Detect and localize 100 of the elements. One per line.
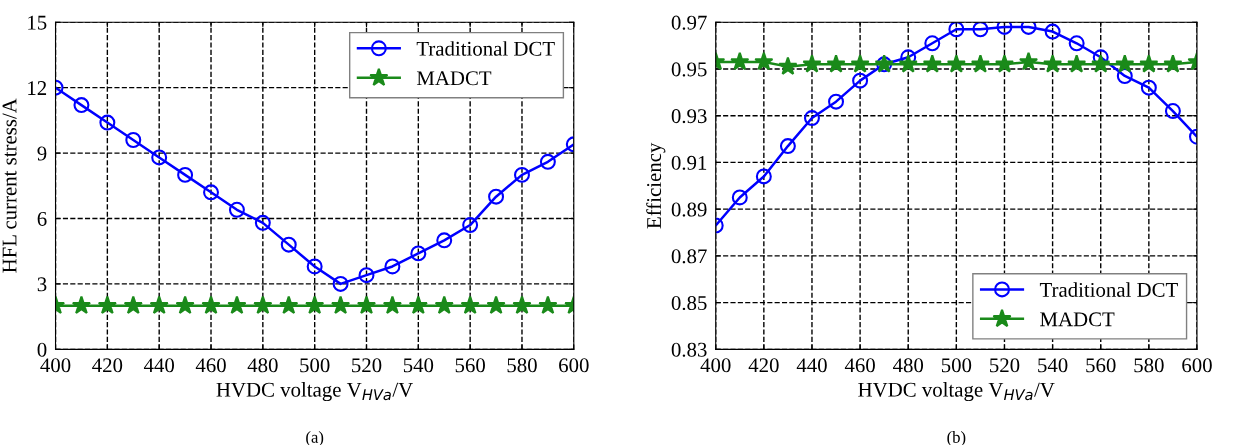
x-tick-label: 600	[559, 358, 589, 373]
x-tick-label: 440	[143, 358, 175, 373]
x-tick-label: 520	[352, 358, 382, 373]
point	[898, 54, 918, 73]
point	[356, 295, 377, 315]
x-axis-title: HVDC voltage V$_{HVa}$/V	[216, 382, 413, 402]
point	[1044, 23, 1061, 40]
y-tick-label: 0.97	[671, 15, 707, 30]
point	[828, 93, 845, 110]
point	[382, 295, 403, 315]
point	[201, 295, 221, 315]
point	[754, 51, 774, 71]
point	[254, 214, 271, 231]
x-tick-label: 460	[195, 358, 226, 373]
point	[803, 110, 820, 127]
point	[1116, 68, 1133, 84]
point	[410, 245, 427, 262]
point	[434, 295, 454, 315]
x-tick-label: 400	[40, 358, 71, 373]
y-tick-label: 0	[37, 342, 47, 357]
x-tick-label: 420	[748, 358, 779, 373]
point	[71, 295, 92, 315]
point	[436, 232, 453, 249]
x-tick-label: 600	[1182, 358, 1212, 373]
point	[924, 35, 941, 52]
point	[279, 295, 299, 315]
point	[512, 295, 532, 315]
legend-label: Traditional DCT	[416, 41, 555, 56]
point	[972, 22, 989, 38]
point	[280, 236, 297, 253]
point	[1068, 35, 1085, 52]
x-tick-label: 540	[1038, 358, 1068, 373]
point	[488, 188, 505, 205]
x-tick-label: 500	[300, 358, 330, 373]
point	[175, 295, 195, 315]
point	[203, 184, 219, 201]
point	[99, 114, 116, 131]
point	[755, 168, 772, 185]
point	[538, 295, 558, 315]
x-tick-label: 540	[403, 358, 434, 373]
point	[539, 153, 556, 170]
x-tick-label: 440	[796, 358, 827, 373]
point	[948, 22, 965, 38]
point	[922, 54, 942, 73]
y-tick-label: 0.95	[671, 62, 707, 77]
y-axis-title: Efficiency	[646, 142, 666, 229]
point	[330, 295, 351, 315]
x-tick-label: 480	[893, 358, 924, 373]
point	[227, 295, 247, 315]
point	[332, 275, 349, 292]
point	[514, 166, 530, 183]
point	[306, 258, 323, 275]
y-tick-label: 0.91	[671, 155, 707, 170]
x-tick-label: 580	[1134, 358, 1164, 373]
x-tick-label: 580	[507, 358, 537, 373]
point	[73, 97, 90, 114]
point	[1091, 54, 1111, 73]
point	[97, 295, 117, 315]
x-tick-label: 460	[844, 358, 875, 373]
point	[151, 149, 168, 166]
point	[358, 267, 375, 284]
x-tick-label: 500	[941, 358, 972, 373]
y-tick-label: 12	[28, 81, 47, 95]
point	[730, 51, 750, 71]
point	[1115, 54, 1135, 73]
point	[826, 54, 846, 73]
point	[731, 189, 748, 206]
x-tick-label: 560	[455, 358, 485, 373]
y-axis-title: HFL current stress/A	[2, 98, 17, 273]
point	[462, 217, 479, 234]
point	[802, 54, 822, 73]
y-tick-label: 0.85	[671, 295, 707, 311]
point	[779, 138, 796, 155]
point	[778, 56, 798, 75]
point	[1018, 51, 1039, 71]
point	[1042, 54, 1063, 73]
x-tick-label: 420	[92, 358, 123, 373]
point	[994, 54, 1015, 73]
x-axis-title: HVDC voltage V$_{HVa}$/V	[858, 382, 1055, 402]
point	[850, 54, 870, 73]
y-tick-label: 0.93	[671, 109, 707, 124]
y-tick-label: 15	[28, 15, 47, 30]
point	[177, 166, 194, 183]
x-tick-label: 560	[1086, 358, 1116, 373]
legend-label: MADCT	[416, 71, 492, 86]
point	[125, 132, 142, 148]
point	[1163, 54, 1183, 73]
x-tick-label: 520	[990, 358, 1020, 373]
y-tick-label: 3	[37, 277, 47, 292]
y-tick-label: 0.83	[671, 342, 707, 357]
legend-label: Traditional DCT	[1039, 282, 1178, 297]
y-tick-label: 0.89	[671, 202, 707, 217]
point	[149, 295, 169, 315]
x-tick-label: 480	[247, 358, 278, 373]
point	[970, 54, 991, 73]
y-tick-label: 9	[37, 146, 47, 161]
y-tick-label: 6	[37, 211, 47, 226]
point	[384, 258, 401, 275]
point	[1067, 54, 1087, 73]
point	[228, 201, 245, 218]
